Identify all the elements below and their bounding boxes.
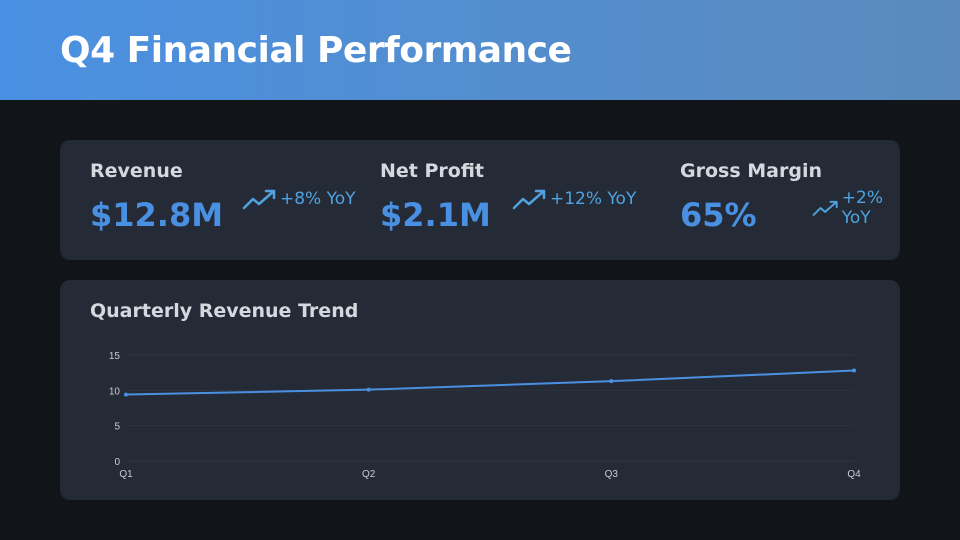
page-title: Q4 Financial Performance (60, 30, 572, 71)
y-tick-label: 5 (114, 422, 120, 433)
kpi-value: $12.8M (90, 196, 224, 234)
y-tick-label: 15 (109, 351, 121, 362)
x-tick-label: Q3 (605, 469, 619, 480)
kpi-label: Net Profit (380, 160, 484, 182)
data-point (609, 379, 614, 384)
data-point (124, 392, 128, 397)
kpi-label: Revenue (90, 160, 183, 182)
chart-title: Quarterly Revenue Trend (90, 300, 359, 322)
header-banner: Q4 Financial Performance (0, 0, 960, 100)
kpi-card: Revenue $12.8M +8% YoY Net Profit $2.1M … (60, 140, 900, 260)
trending-up-icon (242, 189, 276, 210)
data-point (852, 368, 856, 373)
x-tick-label: Q4 (847, 469, 861, 480)
trending-up-icon (812, 200, 838, 216)
x-tick-label: Q2 (362, 469, 376, 480)
trending-up-icon (512, 189, 546, 210)
trend-text: +2% YoY (841, 188, 883, 228)
kpi-value: $2.1M (380, 196, 491, 234)
y-tick-label: 10 (109, 386, 121, 397)
trend-text: +12% YoY (550, 189, 637, 209)
kpi-value: 65% (680, 196, 757, 234)
y-tick-label: 0 (114, 457, 120, 468)
kpi-label: Gross Margin (680, 160, 822, 182)
revenue-trend-card: Quarterly Revenue Trend 0 5 10 15 Q1 Q2 Q3 Q4 (60, 280, 900, 500)
series-line (125, 369, 855, 396)
trend-text: +8% YoY (280, 189, 356, 209)
line-chart: 0 5 10 15 Q1 Q2 Q3 Q4 (109, 351, 861, 480)
kpi-net-profit: Net Profit $2.1M (380, 160, 491, 234)
kpi-gross-margin: Gross Margin 65% (680, 160, 822, 234)
kpi-trend: +2% YoY (812, 188, 900, 228)
kpi-trend: +12% YoY (512, 188, 636, 210)
data-point (366, 387, 371, 392)
x-tick-label: Q1 (119, 469, 133, 480)
kpi-revenue: Revenue $12.8M (90, 160, 223, 234)
kpi-trend: +8% YoY (242, 188, 356, 210)
